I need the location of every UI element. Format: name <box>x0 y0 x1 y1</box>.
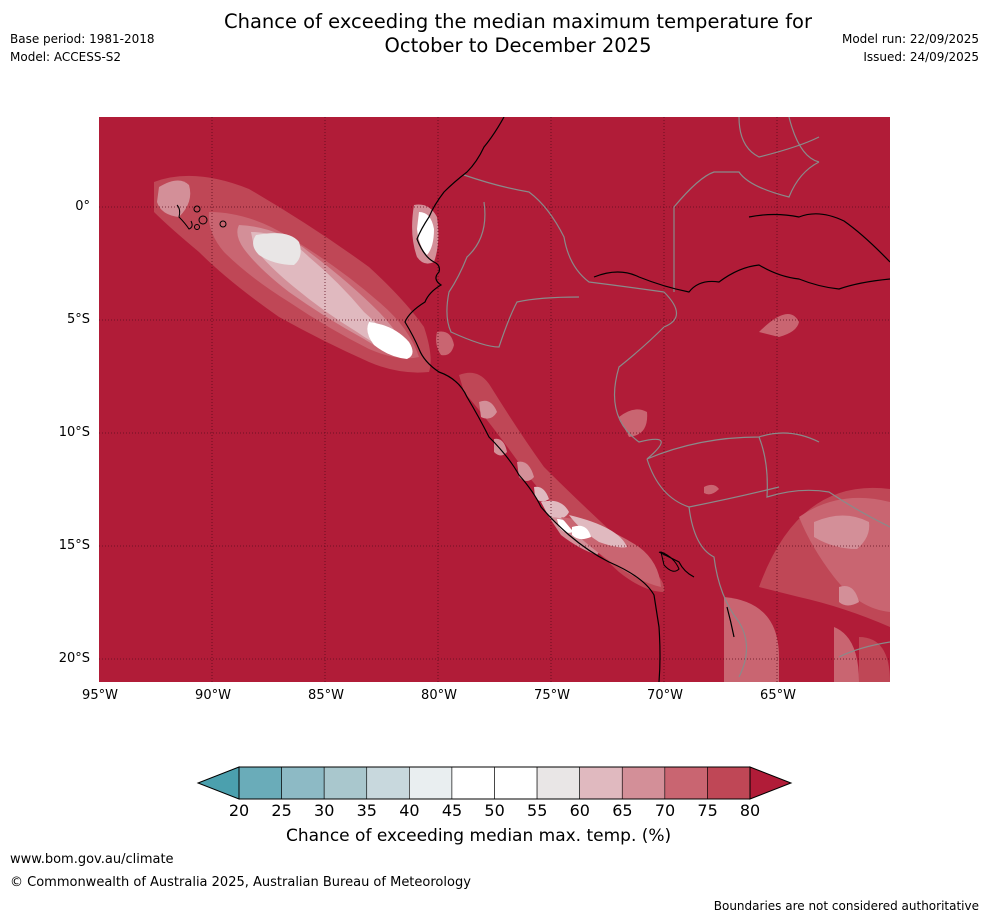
copyright-notice: © Commonwealth of Australia 2025, Austra… <box>10 875 471 890</box>
colorbar-cell <box>238 766 282 800</box>
map-title: Chance of exceeding the median maximum t… <box>0 10 988 58</box>
colorbar-tick-60: 60 <box>569 801 590 820</box>
colorbar-frame <box>238 766 751 800</box>
lon-label-95w: 95°W <box>82 688 118 703</box>
forecast-map <box>99 117 890 682</box>
coastlines <box>404 117 890 682</box>
colorbar-cell <box>536 766 580 800</box>
model-name: Model: ACCESS-S2 <box>10 50 122 64</box>
colorbar-title: Chance of exceeding median max. temp. (%… <box>286 826 672 846</box>
colorbar-cell <box>664 766 708 800</box>
lon-label-75w: 75°W <box>534 688 570 703</box>
colorbar-tick-30: 30 <box>314 801 335 820</box>
colorbar-tick-35: 35 <box>356 801 377 820</box>
lat-label-0: 0° <box>75 199 90 214</box>
lat-label-5s: 5°S <box>66 312 90 327</box>
colorbar-tick-70: 70 <box>654 801 676 820</box>
lon-label-80w: 80°W <box>421 688 457 703</box>
lon-label-65w: 65°W <box>760 688 796 703</box>
colorbar-cell <box>494 766 538 800</box>
colorbar-tick-40: 40 <box>399 801 420 820</box>
map-gridlines <box>99 117 890 682</box>
galapagos-islands <box>176 204 227 230</box>
colorbar-cell <box>707 766 751 800</box>
colorbar-tick-25: 25 <box>271 801 292 820</box>
boundary-disclaimer: Boundaries are not considered authoritat… <box>713 899 979 913</box>
coastal-anomaly-strip <box>459 372 665 592</box>
base-period: Base period: 1981-2018 <box>10 32 155 46</box>
colorbar-cell <box>409 766 453 800</box>
website-link[interactable]: www.bom.gov.au/climate <box>10 852 174 867</box>
colorbar-under-arrow <box>196 766 240 800</box>
lon-label-70w: 70°W <box>647 688 683 703</box>
colorbar-tick-80: 80 <box>739 801 761 820</box>
country-borders <box>446 117 890 678</box>
colorbar-tick-20: 20 <box>228 801 250 820</box>
colorbar-over-arrow <box>749 766 793 800</box>
colorbar-tick-55: 55 <box>527 801 548 820</box>
colorbar-tick-50: 50 <box>484 801 505 820</box>
title-line-1: Chance of exceeding the median maximum t… <box>223 10 813 33</box>
colorbar-cell <box>323 766 368 800</box>
colorbar-cells <box>238 766 751 800</box>
lat-label-10s: 10°S <box>58 425 90 440</box>
issued-date: Issued: 24/09/2025 <box>863 50 979 64</box>
lat-label-15s: 15°S <box>58 538 90 553</box>
lon-label-85w: 85°W <box>308 688 344 703</box>
colorbar-cell <box>281 766 325 800</box>
colorbar-cell <box>451 766 495 800</box>
lat-label-20s: 20°S <box>58 651 90 666</box>
title-line-2: October to December 2025 <box>384 34 652 57</box>
inland-anomaly-patches <box>619 314 890 682</box>
colorbar-tick-65: 65 <box>612 801 633 820</box>
colorbar-tick-45: 45 <box>441 801 463 820</box>
colorbar-cell <box>579 766 623 800</box>
colorbar <box>196 766 793 800</box>
lake-titicaca <box>660 551 680 572</box>
model-run: Model run: 22/09/2025 <box>841 32 979 46</box>
colorbar-cell <box>366 766 410 800</box>
colorbar-tick-75: 75 <box>697 801 718 820</box>
lon-label-90w: 90°W <box>195 688 231 703</box>
colorbar-cell <box>621 766 666 800</box>
